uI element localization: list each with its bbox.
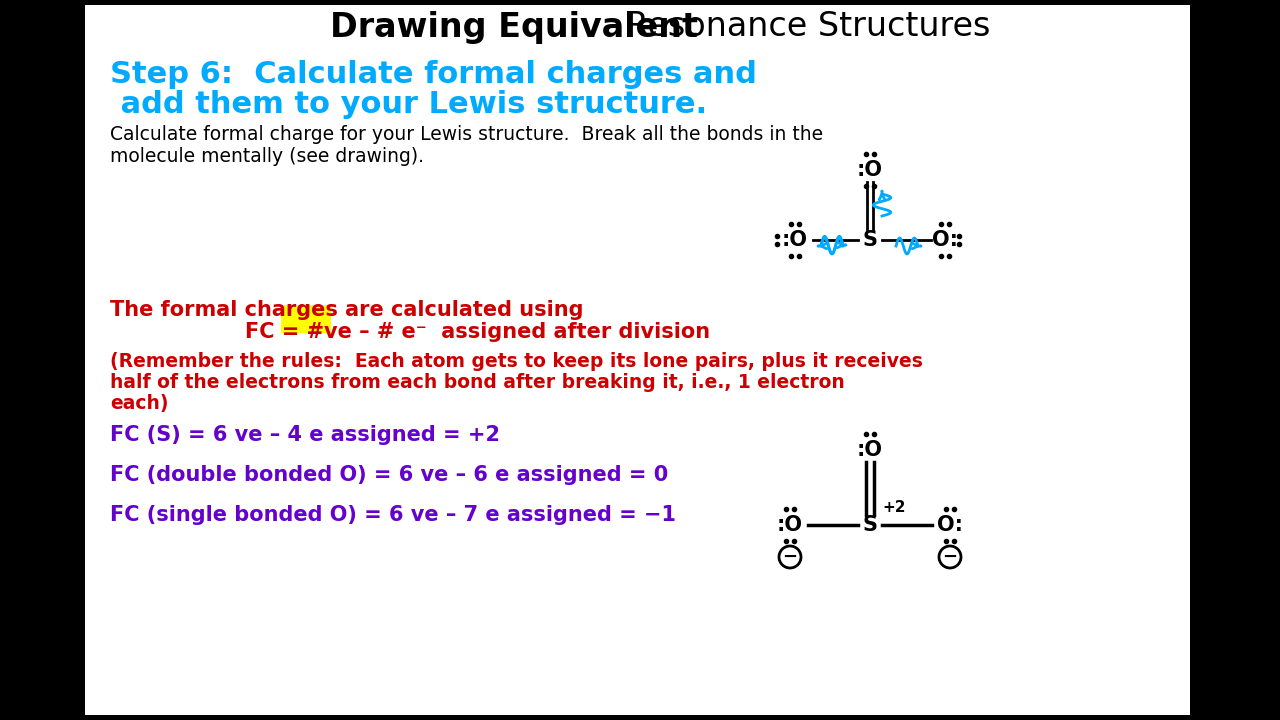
Text: add them to your Lewis structure.: add them to your Lewis structure. xyxy=(110,90,707,119)
Text: :O: :O xyxy=(782,230,808,250)
Text: O:: O: xyxy=(932,230,957,250)
Text: (Remember the rules:  Each atom gets to keep its lone pairs, plus it receives: (Remember the rules: Each atom gets to k… xyxy=(110,352,923,371)
Text: The formal charges are calculated using: The formal charges are calculated using xyxy=(110,300,584,320)
Text: −: − xyxy=(782,548,797,566)
Text: half of the electrons from each bond after breaking it, i.e., 1 electron: half of the electrons from each bond aft… xyxy=(110,373,845,392)
Text: −: − xyxy=(942,548,957,566)
Text: Drawing Equivalent: Drawing Equivalent xyxy=(330,11,698,43)
Text: Calculate formal charge for your Lewis structure.  Break all the bonds in the: Calculate formal charge for your Lewis s… xyxy=(110,125,823,144)
Text: S: S xyxy=(863,230,878,250)
Text: :O: :O xyxy=(777,515,803,535)
Text: S: S xyxy=(863,515,878,535)
Text: :O: :O xyxy=(858,440,883,460)
Text: +2: +2 xyxy=(882,500,905,515)
Text: each): each) xyxy=(110,394,169,413)
Text: FC (S) = 6 ve – 4 e assigned = +2: FC (S) = 6 ve – 4 e assigned = +2 xyxy=(110,425,500,445)
Text: molecule mentally (see drawing).: molecule mentally (see drawing). xyxy=(110,147,424,166)
Text: :O: :O xyxy=(858,160,883,180)
Text: O:: O: xyxy=(937,515,963,535)
Text: FC (double bonded O) = 6 ve – 6 e assigned = 0: FC (double bonded O) = 6 ve – 6 e assign… xyxy=(110,465,668,485)
Text: Step 6:  Calculate formal charges and: Step 6: Calculate formal charges and xyxy=(110,60,756,89)
Text: Resonance Structures: Resonance Structures xyxy=(614,11,991,43)
Text: FC = #ve – # e⁻  assigned after division: FC = #ve – # e⁻ assigned after division xyxy=(244,322,710,342)
FancyBboxPatch shape xyxy=(282,305,332,333)
Text: FC (single bonded O) = 6 ve – 7 e assigned = −1: FC (single bonded O) = 6 ve – 7 e assign… xyxy=(110,505,676,525)
Bar xyxy=(84,5,1190,715)
